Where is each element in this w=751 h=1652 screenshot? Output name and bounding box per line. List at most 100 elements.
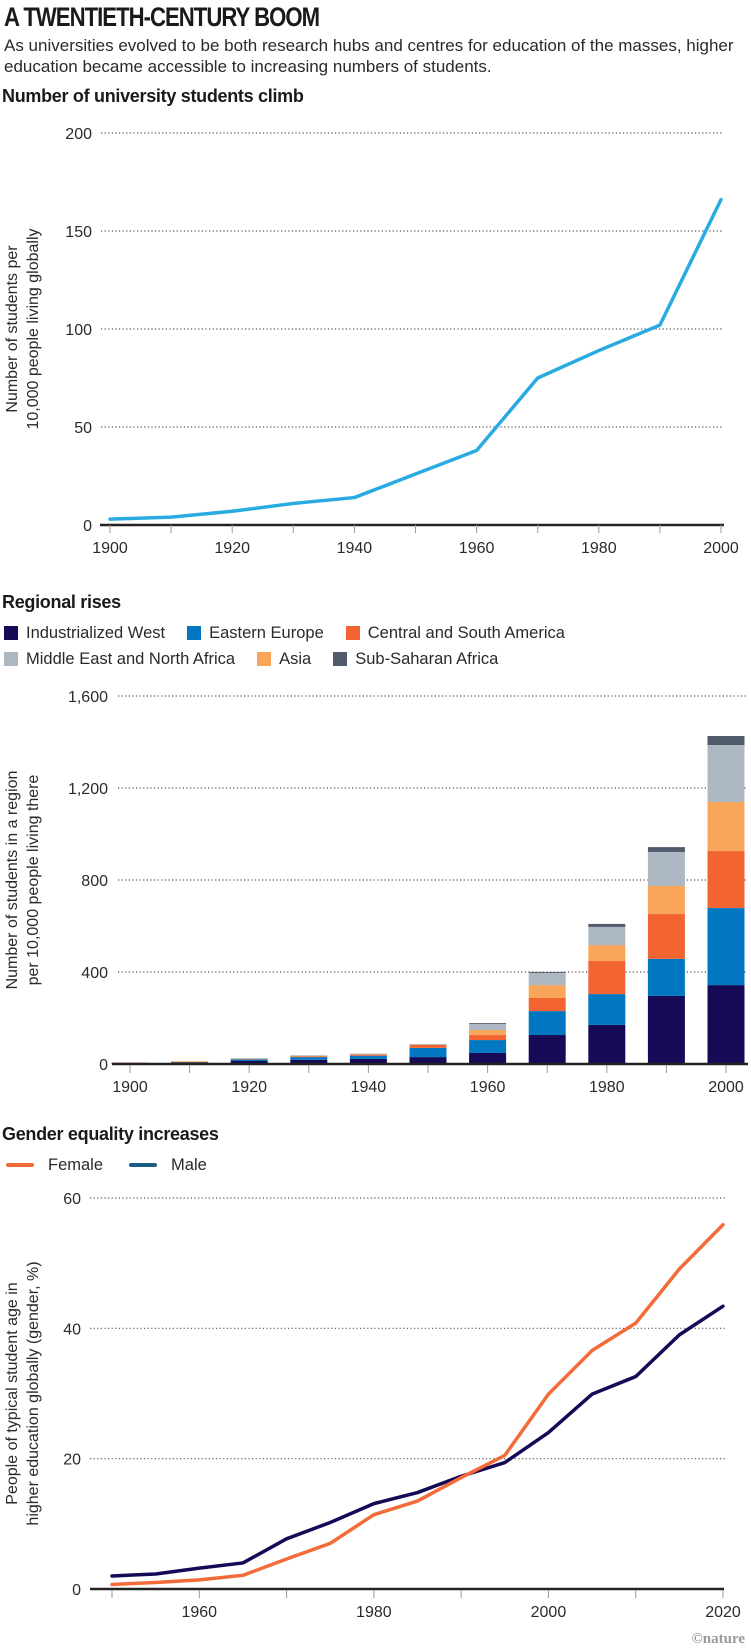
y-axis-title: People of typical student age in [4, 1282, 21, 1504]
bar-segment-middle-east-and-north-africa [707, 744, 745, 803]
bar-segment-eastern-europe [647, 958, 685, 996]
page-subtitle: As universities evolved to be both resea… [4, 36, 734, 76]
x-tick-label: 1960 [181, 1604, 217, 1621]
y-tick-label: 100 [65, 322, 92, 339]
y-tick-label: 0 [72, 1582, 81, 1599]
bar-segment-central-and-south-america [528, 997, 566, 1012]
legend-industrialized-west: Industrialized West [4, 624, 165, 643]
y-axis-title: 10,000 people living globally [25, 228, 42, 429]
x-tick-label: 2020 [705, 1604, 741, 1621]
series-line-male [110, 1304, 725, 1578]
y-tick-label: 1,200 [68, 781, 108, 798]
bar-segment-sub-saharan-africa [588, 923, 626, 927]
bar-segment-industrialized-west [528, 1035, 566, 1064]
bar-segment-central-and-south-america [588, 960, 626, 995]
y-tick-label: 50 [74, 420, 92, 437]
bar-segment-central-and-south-america [647, 914, 685, 959]
x-tick-label: 1980 [589, 1079, 625, 1096]
legend-eastern-europe: Eastern Europe [187, 624, 324, 643]
x-tick-label: 1940 [351, 1079, 387, 1096]
legend-label: Industrialized West [26, 623, 166, 642]
bar-segment-eastern-europe [409, 1047, 447, 1058]
bar-segment-eastern-europe [171, 1061, 209, 1063]
chart2-regional-bars: 0 400 800 1,200 1,600 Number of students in a… [4, 689, 748, 1096]
chart3-title: Gender equality increases [2, 1124, 219, 1144]
bar-segment-industrialized-west [707, 985, 745, 1064]
bar-segment-industrialized-west [349, 1058, 387, 1064]
bar-segment-asia [528, 985, 566, 998]
x-tick-label: 1920 [214, 540, 250, 557]
x-tick-label: 1960 [459, 540, 495, 557]
x-tick-label: 1980 [581, 540, 617, 557]
bar-segment-industrialized-west [588, 1024, 626, 1064]
bar-segment-central-and-south-america [409, 1044, 447, 1048]
bar-segment-middle-east-and-north-africa [588, 926, 626, 946]
chart2-title: Regional rises [2, 592, 121, 612]
bar-segment-central-and-south-america [707, 851, 745, 909]
legend-female: Female [6, 1156, 103, 1175]
x-tick-label: 2000 [531, 1604, 567, 1621]
y-tick-label: 60 [63, 1191, 81, 1208]
chart1-title: Number of university students climb [2, 86, 304, 106]
bar-segment-asia [290, 1055, 328, 1057]
bar-segment-middle-east-and-north-africa [469, 1023, 507, 1030]
bar-segment-eastern-europe [588, 994, 626, 1025]
chart1-students-line: 0 50 100 150 200 Number of students per 10,000… [4, 126, 739, 557]
x-tick-label: 1900 [112, 1079, 148, 1096]
bar-segment-sub-saharan-africa [469, 1023, 507, 1024]
nature-credit: ©nature [691, 1631, 745, 1647]
bar-segment-middle-east-and-north-africa [230, 1058, 268, 1060]
legend-label: Central and South America [367, 623, 565, 642]
bar-segment-middle-east-and-north-africa [349, 1053, 387, 1055]
y-tick-label: 400 [81, 965, 108, 982]
y-tick-label: 1,600 [68, 689, 108, 706]
legend-sub-saharan-africa: Sub-Saharan Africa [333, 650, 498, 669]
x-tick-label: 1940 [337, 540, 373, 557]
bar-segment-eastern-europe [707, 908, 745, 986]
legend-asia: Asia [257, 650, 311, 669]
bar-segment-eastern-europe [290, 1057, 328, 1060]
series-line-students [108, 197, 723, 521]
bar-segment-industrialized-west [409, 1057, 447, 1064]
bar-segment-asia [469, 1029, 507, 1036]
y-tick-label: 20 [63, 1452, 81, 1469]
y-tick-label: 40 [63, 1321, 81, 1338]
bar-segment-eastern-europe [349, 1055, 387, 1059]
legend-label: Male [171, 1155, 207, 1174]
legend-label: Sub-Saharan Africa [355, 649, 499, 668]
bar-segment-eastern-europe [469, 1040, 507, 1053]
x-tick-label: 2000 [703, 540, 739, 557]
y-axis-title: higher education globally (gender, %) [25, 1261, 42, 1525]
chart3-legend: Female Male [6, 1152, 229, 1178]
page-title: A TWENTIETH-CENTURY BOOM [4, 2, 320, 32]
x-tick-label: 1980 [356, 1604, 392, 1621]
legend-male: Male [129, 1156, 207, 1175]
bar-segment-asia [171, 1061, 209, 1063]
legend-line-swatch [6, 1163, 34, 1167]
bar-segment-middle-east-and-north-africa [290, 1055, 328, 1057]
y-tick-label: 800 [81, 873, 108, 890]
legend-swatch [187, 626, 202, 640]
legend-swatch [4, 626, 18, 640]
x-tick-label: 1900 [92, 540, 128, 557]
bar-segment-middle-east-and-north-africa [409, 1043, 447, 1045]
bar-segment-asia [588, 945, 626, 961]
legend-swatch [345, 626, 360, 640]
bar-segment-sub-saharan-africa [707, 736, 745, 745]
bar-segment-middle-east-and-north-africa [647, 851, 685, 886]
legend-label: Eastern Europe [209, 623, 324, 642]
y-tick-label: 0 [83, 518, 92, 535]
bar-segment-asia [707, 802, 745, 852]
bar-segment-eastern-europe [528, 1011, 566, 1036]
legend-central-south-america: Central and South America [345, 623, 565, 643]
legend-swatch [4, 652, 18, 666]
y-axis-title: Number of students in a region [4, 771, 21, 990]
legend-label: Middle East and North Africa [26, 649, 236, 668]
bar-segment-central-and-south-america [469, 1035, 507, 1041]
x-tick-label: 1960 [470, 1079, 506, 1096]
bar-segment-sub-saharan-africa [528, 972, 566, 973]
legend-middle-east-north-africa: Middle East and North Africa [4, 650, 235, 669]
y-axis-title: Number of students per [4, 245, 21, 413]
legend-line-swatch [129, 1163, 158, 1167]
